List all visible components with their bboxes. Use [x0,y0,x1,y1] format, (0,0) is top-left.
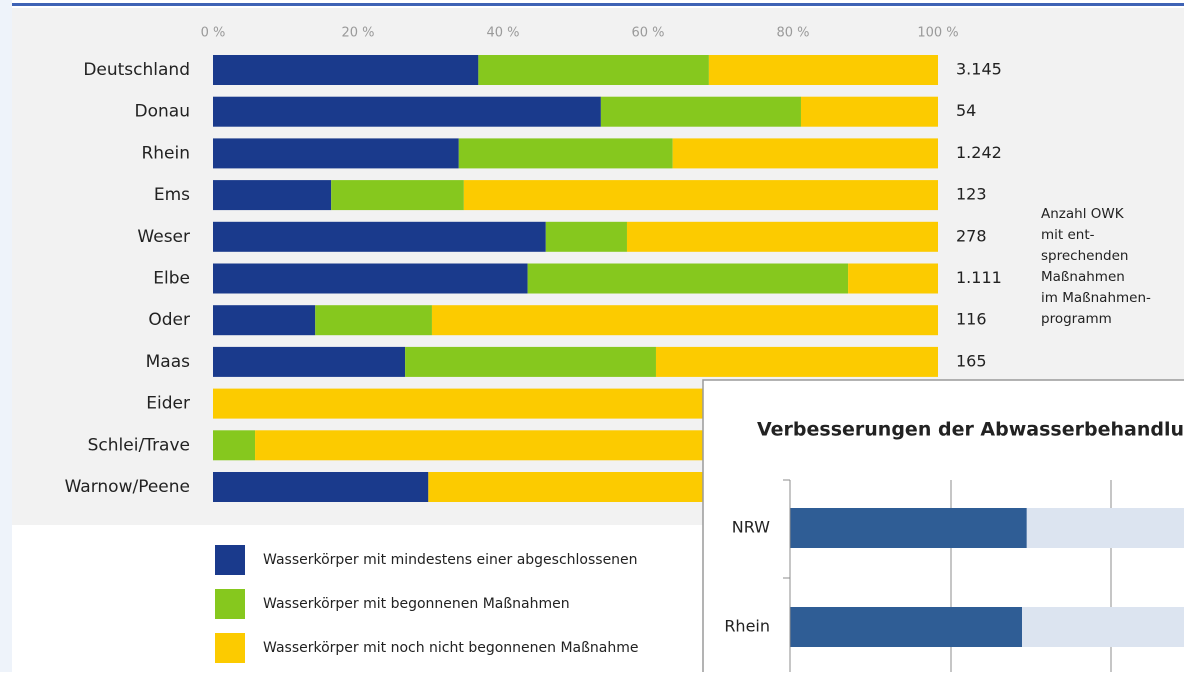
count-label: 165 [956,351,987,370]
legend-label: Wasserkörper mit begonnenen Maßnahmen [263,596,570,612]
category-label: Ems [154,185,190,205]
count-label: 1.242 [956,143,1002,162]
count-label: 123 [956,185,987,204]
bar-segment [848,263,938,294]
bar-segment [527,263,849,294]
category-label: Deutschland [83,60,190,80]
left-strip [0,0,12,672]
legend-swatch [215,633,245,663]
inset-category-label: NRW [732,518,770,537]
inset-bar-segment [1026,508,1184,548]
category-label: Oder [148,310,190,330]
side-note: programm [1041,311,1112,327]
bar-segment [213,430,256,461]
category-label: Rhein [141,143,190,163]
category-label: Schlei/Trave [88,435,190,455]
legend-label: Wasserkörper mit mindestens einer abgesc… [263,552,638,568]
category-label: Donau [135,102,190,122]
inset-bar-segment [1022,607,1184,647]
side-note: Maßnahmen [1041,269,1125,285]
inset-chart: Verbesserungen der Abwasserbehandlu NRW R… [702,379,1184,676]
bar-segment [405,346,656,377]
bar-segment [331,180,464,211]
category-label: Maas [146,352,191,372]
category-label: Elbe [153,269,190,289]
category-label: Warnow/Peene [65,477,190,497]
inset-bar-segment [790,607,1022,647]
x-tick-label: 80 % [776,26,809,41]
bar-segment [213,55,479,85]
bar-segment [626,221,938,252]
x-tick-label: 100 % [917,26,958,41]
category-label: Eider [146,394,190,414]
bar-segment [655,346,938,377]
bar-segment [458,138,673,169]
side-note: mit ent- [1041,227,1095,243]
bar-segment [600,96,801,127]
top-rule [12,3,1184,6]
legend-swatch [215,589,245,619]
x-tick-label: 20 % [341,26,374,41]
inset-category-label: Rhein [724,617,770,636]
side-note: sprechenden [1041,248,1128,264]
category-label: Weser [137,227,190,247]
bar-segment [463,180,938,211]
count-label: 278 [956,226,987,245]
bar-segment [315,305,432,336]
inset-title: Verbesserungen der Abwasserbehandlu [757,419,1184,441]
bar-segment [213,346,406,377]
bar-segment [545,221,627,252]
count-label: 1.111 [956,268,1002,287]
count-label: 116 [956,310,987,329]
count-label: 3.145 [956,60,1002,79]
bar-segment [431,305,938,336]
bar-segment [213,221,546,252]
x-tick-label: 0 % [201,26,226,41]
bar-segment [213,305,316,336]
bar-segment [213,138,459,169]
inset-bar-segment [790,508,1027,548]
legend-swatch [215,545,245,575]
x-tick-label: 60 % [631,26,664,41]
bar-segment [708,55,938,85]
x-tick-label: 40 % [486,26,519,41]
side-note: im Maßnahmen- [1041,290,1151,306]
bar-segment [672,138,938,169]
side-note: Anzahl OWK [1041,206,1125,222]
bar-segment [800,96,938,127]
bar-segment [213,263,528,294]
count-label: 54 [956,101,976,120]
bar-segment [213,472,429,502]
bar-segment [478,55,709,85]
main-chart: 0 % 20 % 40 % 60 % 80 % 100 % Deutschland Donau… [65,26,1151,663]
bar-segment [213,96,601,127]
legend-label: Wasserkörper mit noch nicht begonnenen M… [263,640,639,656]
bar-segment [213,180,332,211]
